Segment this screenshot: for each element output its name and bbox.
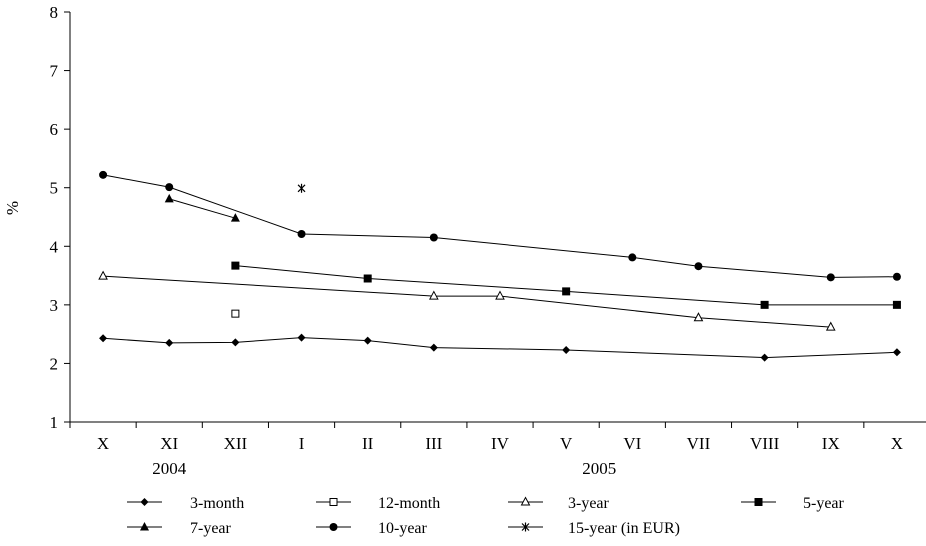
data-point-7-year bbox=[230, 213, 240, 222]
data-point-10-year bbox=[297, 229, 306, 238]
legend-marker bbox=[329, 523, 338, 531]
x-tick-label: XI bbox=[160, 434, 178, 453]
y-tick-label: 7 bbox=[50, 62, 59, 81]
data-point-10-year bbox=[826, 273, 835, 282]
legend-marker bbox=[140, 522, 149, 531]
legend-label: 5-year bbox=[803, 495, 845, 512]
y-tick-label: 5 bbox=[50, 179, 59, 198]
series-7-year bbox=[164, 193, 240, 222]
x-tick-label: VIII bbox=[750, 434, 780, 453]
x-tick-label: II bbox=[362, 434, 374, 453]
series-layer bbox=[98, 170, 901, 362]
series-line-5-year bbox=[235, 265, 897, 306]
y-tick-label: 1 bbox=[50, 413, 59, 432]
data-point-3-year bbox=[693, 312, 704, 322]
data-point-3-month bbox=[892, 348, 901, 357]
x-tick-label: X bbox=[97, 434, 109, 453]
data-point-3-year bbox=[98, 270, 108, 280]
legend-entry-5-year: 5-year bbox=[741, 495, 845, 512]
y-axis-label: % bbox=[3, 201, 22, 215]
data-point-3-month bbox=[99, 334, 108, 343]
legend-label: 3-year bbox=[568, 495, 610, 512]
data-point-10-year bbox=[99, 170, 108, 179]
x-tick-label: XII bbox=[224, 434, 248, 453]
y-tick-label: 3 bbox=[50, 296, 59, 315]
legend-entry-7-year: 7-year bbox=[127, 520, 232, 537]
data-point-5-year bbox=[892, 300, 901, 309]
legend: 3-month 12-month 3-year 5-year 7-year 10-year… bbox=[127, 495, 845, 537]
data-point-3-year bbox=[825, 321, 836, 331]
data-point-3-month bbox=[562, 345, 571, 354]
x-tick-label: IX bbox=[822, 434, 840, 453]
legend-entry-3-month: 3-month bbox=[127, 495, 244, 512]
data-point-5-year bbox=[562, 287, 571, 296]
x-tick-label: VII bbox=[687, 434, 711, 453]
x-tick-label: VI bbox=[623, 434, 641, 453]
data-point-5-year bbox=[363, 274, 372, 283]
series-line-3-month bbox=[103, 337, 897, 359]
legend-label: 15-year (in EUR) bbox=[568, 520, 680, 537]
x-tick-label: V bbox=[560, 434, 573, 453]
legend-marker bbox=[329, 498, 338, 506]
legend-label: 3-month bbox=[190, 495, 244, 512]
legend-label: 7-year bbox=[190, 520, 232, 537]
year-label: 2005 bbox=[582, 459, 616, 478]
data-point-5-year bbox=[231, 261, 240, 270]
data-point-7-year bbox=[164, 193, 174, 203]
data-point-15-year-in-eur bbox=[297, 183, 306, 193]
legend-marker bbox=[521, 522, 530, 532]
data-point-3-year bbox=[429, 290, 439, 300]
legend-entry-15-year-in-eur: 15-year (in EUR) bbox=[508, 520, 680, 537]
x-tick-label: IV bbox=[491, 434, 510, 453]
x-tick-label: X bbox=[891, 434, 903, 453]
series-5-year bbox=[231, 261, 901, 309]
legend-marker bbox=[754, 498, 763, 506]
data-point-3-year bbox=[495, 290, 505, 300]
legend-entry-3-year: 3-year bbox=[508, 495, 610, 512]
legend-entry-10-year: 10-year bbox=[316, 520, 428, 537]
data-point-5-year bbox=[760, 300, 769, 309]
y-tick-label: 6 bbox=[50, 120, 59, 139]
data-point-10-year bbox=[429, 233, 438, 242]
series-line-7-year bbox=[169, 198, 236, 219]
series-15-year-in-eur bbox=[297, 183, 306, 193]
y-tick-label: 8 bbox=[50, 3, 59, 22]
legend-marker bbox=[140, 498, 149, 506]
data-point-12-month bbox=[231, 309, 240, 318]
series-3-year bbox=[98, 270, 836, 331]
legend-label: 12-month bbox=[378, 495, 440, 512]
x-tick-label: I bbox=[299, 434, 305, 453]
data-point-10-year bbox=[165, 183, 174, 192]
legend-entry-12-month: 12-month bbox=[316, 495, 440, 512]
data-point-3-month bbox=[231, 338, 240, 347]
data-point-3-month bbox=[760, 353, 769, 362]
data-point-3-month bbox=[429, 343, 438, 352]
y-tick-label: 2 bbox=[50, 354, 59, 373]
data-point-10-year bbox=[694, 262, 703, 271]
legend-label: 10-year bbox=[378, 520, 428, 537]
year-label: 2004 bbox=[152, 459, 187, 478]
data-point-10-year bbox=[892, 272, 901, 281]
series-10-year bbox=[99, 170, 901, 282]
data-point-3-month bbox=[165, 338, 174, 347]
series-12-month bbox=[231, 309, 240, 318]
y-tick-label: 4 bbox=[50, 237, 59, 256]
data-point-3-month bbox=[363, 336, 372, 345]
x-tick-label: III bbox=[425, 434, 442, 453]
data-point-10-year bbox=[628, 253, 637, 262]
legend-marker bbox=[520, 496, 531, 506]
series-line-10-year bbox=[102, 174, 897, 278]
series-3-month bbox=[99, 333, 901, 362]
data-point-3-month bbox=[297, 333, 306, 342]
